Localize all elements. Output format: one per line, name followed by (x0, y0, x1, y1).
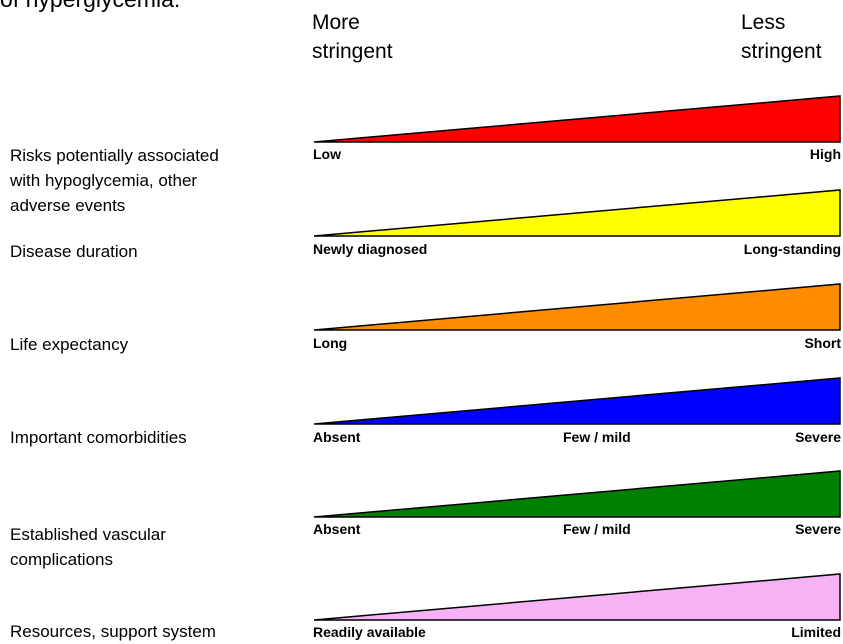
scale-middle-label: Few / mild (563, 521, 631, 537)
scale-left-label: Absent (313, 429, 361, 445)
scale-left-label: Low (313, 146, 341, 162)
scale-right-label: Severe (795, 429, 841, 445)
factor-label-hypoglycemia-risk: Risks potentially associated with hypogl… (10, 146, 219, 215)
scale-right-label: High (809, 146, 841, 162)
wedge-comorbidities (313, 376, 841, 426)
wedge-vascular-complications (313, 469, 841, 519)
wedge-resources (313, 572, 841, 622)
scale-right-label: Severe (795, 521, 841, 537)
wedge-shape (313, 95, 841, 143)
wedge-shape (313, 283, 841, 331)
wedge-disease-duration (313, 188, 841, 238)
scale-right-label: Long-standing (743, 241, 841, 257)
scale-right-label: Short (804, 335, 841, 351)
wedge-life-expectancy (313, 282, 841, 332)
scale-right-label: Limited (791, 624, 841, 640)
factor-label-vascular-complications: Established vascular complications (10, 525, 166, 569)
wedge-hypoglycemia-risk (313, 94, 841, 144)
scale-middle-label: Few / mild (563, 429, 631, 445)
wedge-shape (313, 189, 841, 237)
diagram-title: of hyperglycemia: (0, 0, 180, 13)
factor-label-life-expectancy: Life expectancy (10, 335, 129, 354)
factor-label-resources: Resources, support system (10, 622, 216, 641)
scale-left-label: Newly diagnosed (313, 241, 428, 257)
scale-left-label: Long (313, 335, 348, 351)
factor-label-comorbidities: Important comorbidities (10, 428, 187, 447)
less-stringent-heading: Less stringent (741, 11, 822, 63)
more-stringent-heading: More stringent (312, 11, 393, 63)
scale-left-label: Absent (313, 521, 361, 537)
wedge-shape (313, 470, 841, 518)
wedge-shape (313, 377, 841, 425)
scale-left-label: Readily available (313, 624, 426, 640)
factor-label-disease-duration: Disease duration (10, 242, 138, 261)
wedge-shape (313, 573, 841, 621)
